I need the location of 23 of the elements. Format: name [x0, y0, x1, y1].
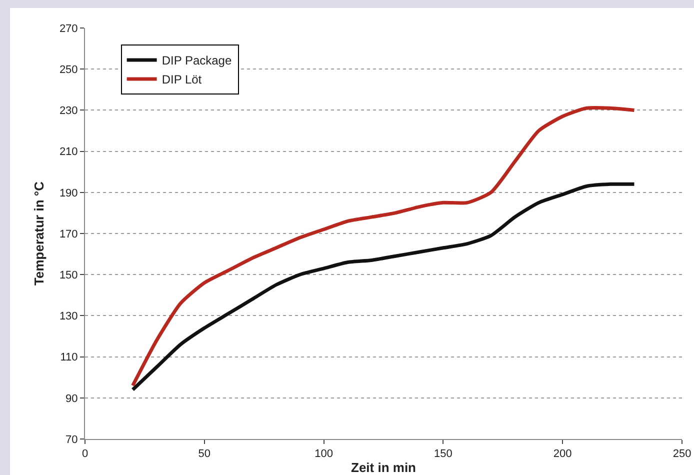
y-tick-label: 230 — [59, 105, 78, 118]
x-tick-label: 50 — [198, 448, 211, 460]
x-tick-label: 150 — [434, 448, 452, 460]
y-tick-label: 150 — [59, 269, 78, 282]
y-tick-label: 190 — [59, 187, 78, 200]
y-tick-label: 130 — [59, 310, 78, 323]
legend-label: DIP Package — [162, 54, 232, 68]
x-tick-label: 100 — [314, 448, 333, 460]
y-tick-label: 270 — [59, 22, 78, 35]
y-tick-label: 110 — [60, 352, 78, 364]
y-tick-label: 70 — [66, 434, 78, 446]
y-axis-title: Temperatur in °C — [31, 180, 46, 286]
y-tick-label: 250 — [59, 64, 78, 76]
line-series — [131, 182, 636, 392]
y-tick-label: 210 — [59, 146, 78, 158]
line-series — [131, 106, 636, 388]
y-tick-label: 90 — [66, 392, 78, 405]
x-tick-label: 200 — [553, 448, 572, 460]
x-axis-title: Zeit in min — [351, 460, 416, 475]
y-tick-label: 170 — [59, 228, 78, 240]
legend-label: DIP Löt — [162, 72, 202, 87]
x-tick-label: 0 — [82, 448, 88, 460]
x-tick-label: 250 — [672, 448, 692, 460]
